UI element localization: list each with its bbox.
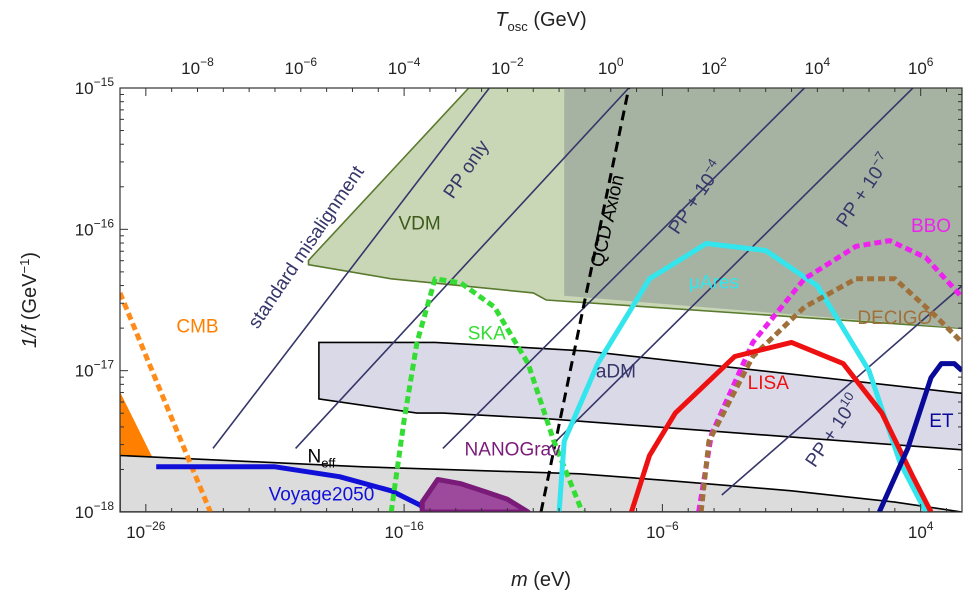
plot-content xyxy=(120,88,962,512)
line-pp-10-10 xyxy=(721,285,962,496)
curve-bbo xyxy=(696,238,962,512)
label-cmb: CMB xyxy=(176,317,218,338)
curve-cmb xyxy=(120,291,213,512)
x2-tick-label: 10−2 xyxy=(491,55,524,78)
label-voyage2050: Voyage2050 xyxy=(269,485,375,506)
curve-nanograv xyxy=(419,477,531,512)
label-decigo: DECIGO xyxy=(857,308,932,329)
region-qcd-allowed xyxy=(564,88,962,329)
curve-decigo xyxy=(698,276,962,512)
y-tick-label: 10−18 xyxy=(75,499,115,522)
y-tick-label: 10−16 xyxy=(75,216,115,239)
label-bbo: BBO xyxy=(911,216,951,237)
label-neff: Neff xyxy=(307,447,335,471)
label-et: ET xyxy=(929,411,954,432)
label-lisa: LISA xyxy=(748,373,790,394)
x-tick-label: 10−16 xyxy=(384,519,424,542)
line-standard-misalignment xyxy=(212,88,490,449)
label-vdm: VDM xyxy=(398,213,440,234)
label-muares: μAres xyxy=(689,273,739,294)
line-pp-10-4 xyxy=(442,88,805,449)
axes xyxy=(119,87,963,513)
x2-tick-label: 10−4 xyxy=(388,55,421,78)
label-nanograv: NANOGrav xyxy=(465,439,562,460)
y-tick-label: 10−15 xyxy=(75,75,115,98)
x2-tick-label: 100 xyxy=(598,55,624,78)
line-pp-10-7 xyxy=(548,88,914,449)
x-tick-label: 10−6 xyxy=(646,519,679,542)
line-pp-only xyxy=(295,88,630,449)
plot-area xyxy=(120,88,962,512)
x-tick-label: 104 xyxy=(908,519,934,542)
x2-axis-title: Tosc (GeV) xyxy=(495,9,586,34)
x2-tick-label: 10−6 xyxy=(284,55,317,78)
y-tick-label: 10−17 xyxy=(75,358,115,381)
region-neff xyxy=(120,454,962,512)
x2-tick-label: 10−8 xyxy=(181,55,214,78)
x2-tick-label: 106 xyxy=(908,55,934,78)
y-axis-title: 1/f (GeV−1) xyxy=(17,252,41,348)
plot-frame xyxy=(119,87,963,513)
x-tick-label: 10−26 xyxy=(126,519,166,542)
x2-tick-label: 104 xyxy=(805,55,831,78)
label-ska: SKA xyxy=(468,324,506,345)
x2-tick-label: 102 xyxy=(701,55,727,78)
curve-et xyxy=(877,361,962,512)
x-axis-title: m (eV) xyxy=(511,569,571,591)
label-adm: aDM xyxy=(596,362,636,383)
region-adm xyxy=(318,341,962,451)
